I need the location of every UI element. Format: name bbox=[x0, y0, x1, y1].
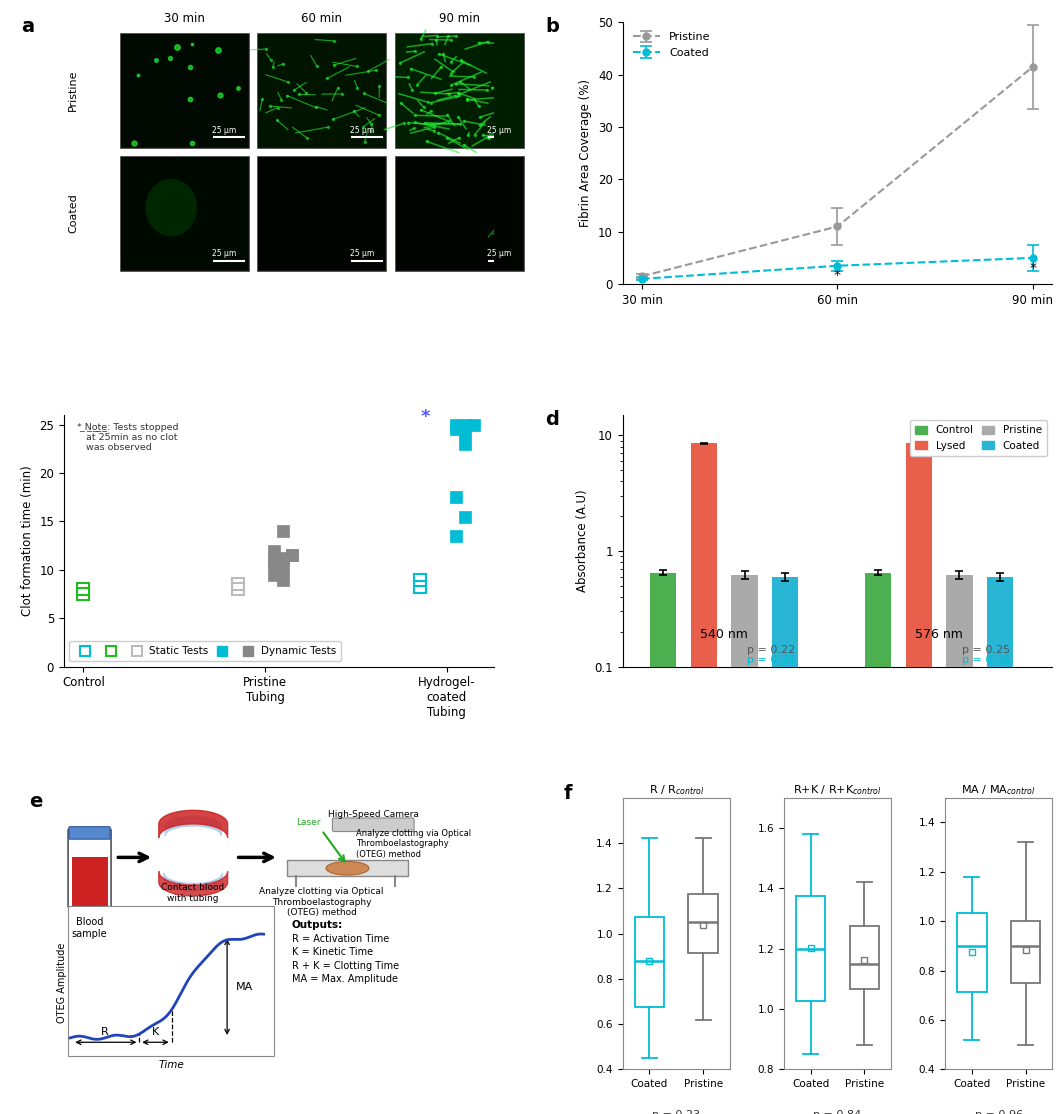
Bar bbox=[731, 575, 758, 1114]
FancyBboxPatch shape bbox=[333, 818, 415, 831]
Text: 60 min: 60 min bbox=[301, 12, 342, 25]
Bar bbox=[257, 156, 386, 271]
Y-axis label: Fibrin Area Coverage (%): Fibrin Area Coverage (%) bbox=[579, 79, 592, 227]
Text: *: * bbox=[420, 408, 429, 426]
Text: Contact blood
with tubing: Contact blood with tubing bbox=[162, 883, 224, 902]
Text: 25 μm: 25 μm bbox=[350, 248, 374, 258]
Text: *: * bbox=[834, 268, 841, 282]
Legend: Control, Lysed, Pristine, Coated: Control, Lysed, Pristine, Coated bbox=[910, 420, 1047, 456]
Y-axis label: Absorbance (A.U): Absorbance (A.U) bbox=[576, 489, 589, 593]
Text: *: * bbox=[1029, 261, 1036, 274]
Text: 25 μm: 25 μm bbox=[350, 126, 374, 135]
Text: 30 min: 30 min bbox=[164, 12, 204, 25]
FancyBboxPatch shape bbox=[69, 827, 111, 839]
Text: * ̲N̲o̲t̲e̲: Tests stopped
   at 25min as no clot
   was observed: * ̲N̲o̲t̲e̲: Tests stopped at 25min as n… bbox=[77, 422, 179, 452]
Text: R: R bbox=[101, 1027, 108, 1037]
Text: 576 nm: 576 nm bbox=[915, 627, 963, 641]
Bar bbox=[986, 577, 1013, 1114]
FancyBboxPatch shape bbox=[68, 907, 274, 1056]
Y-axis label: Clot formation time (min): Clot formation time (min) bbox=[20, 466, 34, 616]
Text: Pristine: Pristine bbox=[68, 69, 78, 111]
Bar bbox=[71, 858, 107, 907]
Text: p = 0.96: p = 0.96 bbox=[975, 1111, 1023, 1114]
Bar bbox=[258, 35, 385, 147]
Text: p = 0.36: p = 0.36 bbox=[962, 655, 1010, 665]
Text: d: d bbox=[545, 410, 559, 429]
Text: p = 0.23: p = 0.23 bbox=[653, 1111, 701, 1114]
Text: p = 0.25: p = 0.25 bbox=[962, 645, 1010, 655]
Bar bbox=[691, 443, 718, 1114]
Bar bbox=[865, 573, 892, 1114]
Text: MA = Max. Amplitude: MA = Max. Amplitude bbox=[291, 975, 398, 985]
Bar bbox=[649, 573, 676, 1114]
Text: OTEG Amplitude: OTEG Amplitude bbox=[56, 942, 67, 1023]
Bar bbox=[120, 156, 249, 271]
Text: 25 μm: 25 μm bbox=[487, 248, 511, 258]
Text: b: b bbox=[545, 17, 559, 36]
Bar bbox=[258, 157, 385, 270]
Text: Laser: Laser bbox=[297, 818, 321, 827]
Text: f: f bbox=[563, 784, 572, 803]
FancyBboxPatch shape bbox=[287, 860, 407, 877]
Bar bbox=[394, 156, 524, 271]
Text: 25 μm: 25 μm bbox=[213, 248, 236, 258]
Title: MA / MA$_{control}$: MA / MA$_{control}$ bbox=[961, 783, 1035, 798]
Text: K = Kinetic Time: K = Kinetic Time bbox=[291, 947, 373, 957]
Bar bbox=[120, 157, 248, 270]
Bar bbox=[395, 35, 523, 147]
Bar bbox=[120, 35, 248, 147]
Text: R = Activation Time: R = Activation Time bbox=[291, 934, 389, 944]
Text: p = 0.84: p = 0.84 bbox=[813, 1111, 862, 1114]
Text: 540 nm: 540 nm bbox=[701, 627, 748, 641]
FancyBboxPatch shape bbox=[68, 829, 111, 908]
Text: 25 μm: 25 μm bbox=[213, 126, 236, 135]
Bar bbox=[772, 577, 798, 1114]
Bar bbox=[906, 443, 932, 1114]
Text: K: K bbox=[152, 1027, 159, 1037]
Text: High-Speed Camera: High-Speed Camera bbox=[327, 810, 419, 819]
Legend: , , Static Tests, , Dynamic Tests: , , Static Tests, , Dynamic Tests bbox=[69, 641, 341, 662]
Text: Analyze clotting via Optical
Thromboelastography
(OTEG) method: Analyze clotting via Optical Thromboelas… bbox=[356, 829, 471, 859]
Bar bbox=[394, 32, 524, 148]
Text: Time: Time bbox=[158, 1061, 184, 1071]
Text: p = 0.34: p = 0.34 bbox=[746, 655, 795, 665]
Text: Blood
sample: Blood sample bbox=[72, 917, 107, 939]
Text: Analyze clotting via Optical
Thromboelastography
(OTEG) method: Analyze clotting via Optical Thromboelas… bbox=[259, 887, 384, 917]
Text: Coated: Coated bbox=[68, 194, 78, 233]
Ellipse shape bbox=[326, 861, 369, 876]
Text: Outputs:: Outputs: bbox=[291, 920, 343, 930]
Text: p = 0.22: p = 0.22 bbox=[746, 645, 795, 655]
Bar bbox=[395, 157, 523, 270]
Text: MA: MA bbox=[236, 981, 253, 991]
Title: R+K / R+K$_{control}$: R+K / R+K$_{control}$ bbox=[793, 783, 882, 798]
Text: 90 min: 90 min bbox=[439, 12, 479, 25]
Text: a: a bbox=[21, 17, 34, 36]
Bar bbox=[946, 575, 973, 1114]
Bar bbox=[120, 32, 249, 148]
Text: R + K = Clotting Time: R + K = Clotting Time bbox=[291, 961, 399, 971]
Text: e: e bbox=[30, 792, 43, 811]
Title: R / R$_{control}$: R / R$_{control}$ bbox=[648, 783, 704, 798]
Legend: Pristine, Coated: Pristine, Coated bbox=[628, 28, 715, 62]
Ellipse shape bbox=[146, 179, 197, 236]
Text: 25 μm: 25 μm bbox=[487, 126, 511, 135]
Bar bbox=[257, 32, 386, 148]
